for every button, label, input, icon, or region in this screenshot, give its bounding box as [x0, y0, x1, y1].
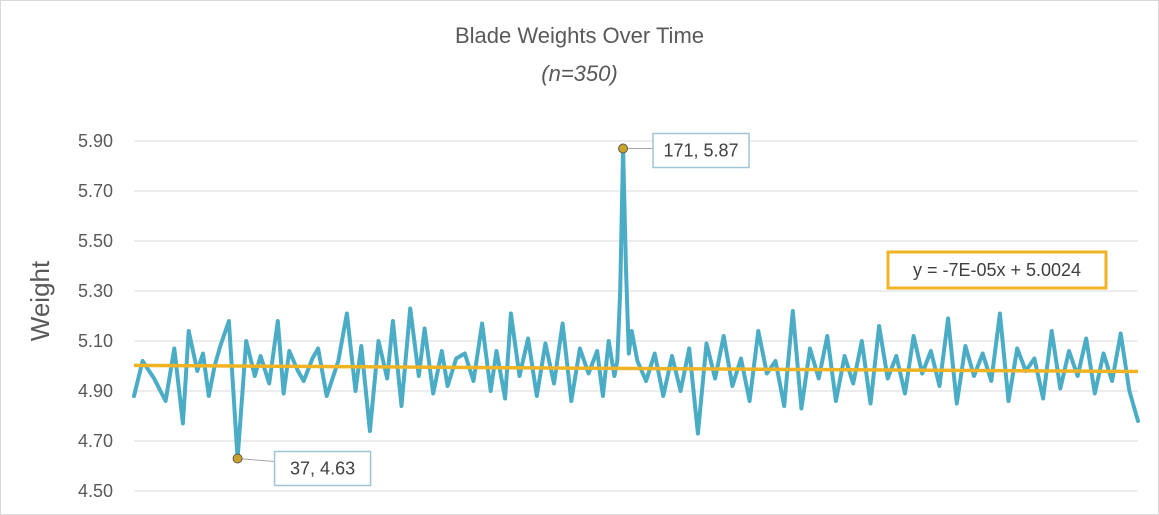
trendline-equation: y = -7E-05x + 5.0024	[913, 260, 1081, 280]
y-tick-label: 5.10	[78, 331, 113, 351]
trendline-layer	[133, 363, 1139, 374]
annotation-marker	[618, 143, 629, 154]
y-tick-label: 5.50	[78, 231, 113, 251]
y-tick-label: 5.70	[78, 181, 113, 201]
annotation-box	[273, 450, 372, 487]
annotation-box	[652, 132, 750, 169]
y-tick-label: 4.90	[78, 381, 113, 401]
y-axis-label: Weight	[25, 260, 55, 341]
annotation-layer: 171, 5.87 37, 4.63	[232, 132, 750, 487]
y-axis-ticks: 4.50 4.70 4.90 5.10 5.30 5.50 5.70 5.90	[78, 131, 113, 501]
grid-layer	[134, 140, 1138, 492]
y-tick-label: 4.50	[78, 481, 113, 501]
chart-title: Blade Weights Over Time	[454, 23, 705, 48]
trendline	[133, 363, 1139, 374]
annotation-marker	[232, 453, 243, 464]
annotation-label: 171, 5.87	[664, 141, 739, 161]
annotation-label: 37, 4.63	[290, 459, 355, 479]
chart-subtitle: (n=350)	[541, 61, 618, 86]
annotation-leader	[237, 458, 275, 462]
y-tick-label: 5.30	[78, 281, 113, 301]
trendline-equation-box: y = -7E-05x + 5.0024	[886, 250, 1108, 290]
trendline-equation-border	[886, 250, 1108, 290]
y-tick-label: 4.70	[78, 431, 113, 451]
series-line	[132, 146, 1140, 461]
series-layer	[132, 146, 1140, 461]
y-tick-label: 5.90	[78, 131, 113, 151]
